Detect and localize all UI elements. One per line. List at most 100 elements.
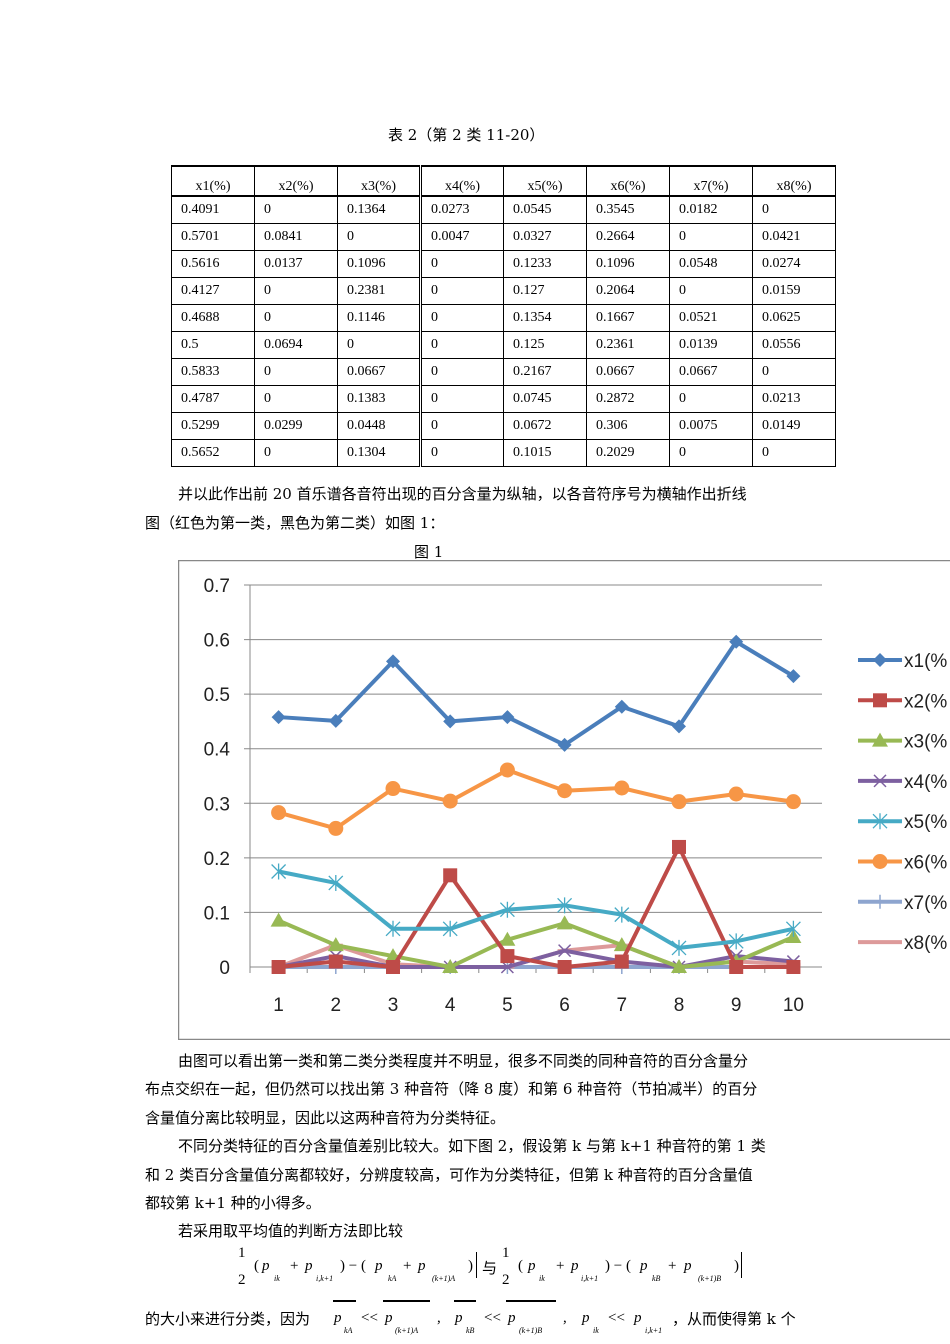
- table-cell: 0.0273: [420, 195, 504, 224]
- table-cell: 0: [420, 438, 504, 467]
- y-tick-label: 0.1: [204, 903, 230, 924]
- x-tick-label: 7: [617, 995, 628, 1016]
- legend-label: x3(%: [904, 732, 947, 753]
- data-point: [786, 669, 801, 684]
- data-point: [500, 710, 515, 725]
- table-cell: 0.1304: [337, 438, 422, 467]
- legend-item: x4(%: [858, 772, 947, 793]
- x-tick-label: 10: [783, 995, 804, 1016]
- formula-yu: 与: [482, 1259, 498, 1277]
- table-cell: 0.5616: [171, 249, 255, 278]
- data-point: [557, 897, 573, 914]
- table-cell: 0.0047: [420, 222, 504, 251]
- table-cell: 0.5701: [171, 222, 255, 251]
- data-point: [270, 912, 287, 927]
- x-tick-label: 9: [731, 995, 742, 1016]
- table-cell: 0.0182: [669, 195, 753, 224]
- table-cell: 0: [254, 384, 338, 413]
- series-line: [277, 918, 795, 969]
- data-point: [443, 714, 458, 729]
- table-cell: 0.0672: [503, 411, 587, 440]
- x-tick-label: 2: [331, 995, 342, 1016]
- legend-item: x5(%: [858, 812, 947, 833]
- table-cell: 0.4127: [171, 276, 255, 305]
- table-cell: 0.1354: [503, 303, 587, 332]
- data-point: [672, 719, 686, 734]
- intro-line-1: 并以此作出前 20 首乐谱各音符出现的百分含量为纵轴，以各音符序号为横轴作出折线: [178, 485, 747, 503]
- legend-item: x6(%: [858, 853, 947, 874]
- table-cell: 0: [752, 357, 836, 386]
- table-cell: 0.0137: [254, 249, 338, 278]
- table-cell: 0.0545: [503, 195, 587, 224]
- table-cell: 0: [752, 438, 836, 467]
- x-tick-label: 8: [674, 995, 685, 1016]
- x-tick-label: 5: [502, 995, 513, 1016]
- data-point: [556, 915, 573, 930]
- legend-marker: [873, 774, 887, 788]
- column-header: x4(%): [420, 165, 504, 197]
- legend-marker: [872, 732, 888, 747]
- table-cell: 0: [254, 357, 338, 386]
- data-point: [499, 762, 515, 778]
- data-point: [672, 839, 686, 854]
- table-cell: 0: [420, 249, 504, 278]
- data-point: [328, 874, 344, 891]
- y-tick-label: 0.6: [204, 631, 230, 652]
- table-cell: 0: [752, 195, 836, 224]
- table-cell: 0.4688: [171, 303, 255, 332]
- data-point: [271, 960, 286, 974]
- legend-label: x5(%: [904, 812, 947, 833]
- column-header: x3(%): [337, 165, 422, 197]
- table-cell: 0.0521: [669, 303, 753, 332]
- table-cell: 0.0421: [752, 222, 836, 251]
- data-point: [385, 920, 401, 937]
- table-cell: 0.2872: [586, 384, 670, 413]
- table-cell: 0.1667: [586, 303, 670, 332]
- table-cell: 0: [254, 276, 338, 305]
- series-line: [278, 948, 794, 969]
- data-point: [443, 868, 458, 883]
- legend-label: x1(%: [904, 651, 947, 672]
- table-cell: 0.0667: [337, 357, 422, 386]
- table-cell: 0.0448: [337, 411, 422, 440]
- legend-item: x1(%: [858, 651, 947, 672]
- data-point: [613, 937, 630, 952]
- legend-marker: [872, 813, 888, 830]
- body-p2-line1: 不同分类特征的百分含量值差别比较大。如下图 2，假设第 k 与第 k+1 种音符…: [178, 1137, 766, 1155]
- data-point: [785, 920, 801, 937]
- body-p3: 若采用取平均值的判断方法即比较: [178, 1222, 404, 1240]
- table-cell: 0.0556: [752, 330, 836, 359]
- table-row: 0.5701 0.0841 0 0.0047 0.0327 0.2664 0 0.0421: [171, 222, 836, 251]
- table-cell: 0.4787: [171, 384, 255, 413]
- table-cell: 0: [669, 222, 753, 251]
- data-point: [271, 710, 286, 725]
- y-tick-label: 0.3: [204, 794, 230, 815]
- table-cell: 0.5299: [171, 411, 255, 440]
- table-row: 0.4091 0 0.1364 0.0273 0.0545 0.3545 0.0182 0: [171, 195, 836, 224]
- column-header: x7(%): [669, 165, 753, 197]
- table-cell: 0.5652: [171, 438, 255, 467]
- y-tick-label: 0.4: [204, 740, 231, 761]
- table-cell: 0.2029: [586, 438, 670, 467]
- legend-label: x2(%: [904, 691, 947, 712]
- y-tick-label: 0.2: [204, 849, 230, 870]
- table-cell: 0.0745: [503, 384, 587, 413]
- body-p2-line2: 和 2 类百分含量值分离都较好，分辨度较高，可作为分类特征，但第 k 种音符的百…: [145, 1166, 753, 1184]
- table-row: 0.4787 0 0.1383 0 0.0745 0.2872 0 0.0213: [171, 384, 836, 413]
- legend-item: x8(%: [858, 933, 947, 954]
- data-point: [328, 820, 344, 836]
- table-cell: 0.0841: [254, 222, 338, 251]
- table-cell: 0: [420, 357, 504, 386]
- data-point: [729, 960, 744, 974]
- table-cell: 0.1364: [337, 195, 422, 224]
- data-point: [728, 786, 744, 802]
- intro-line-2: 图（红色为第一类，黑色为第二类）如图 1：: [145, 514, 445, 532]
- legend-item: x2(%: [858, 691, 947, 712]
- data-point: [271, 863, 287, 880]
- chart-frame: [178, 560, 950, 1040]
- table-row: 0.5299 0.0299 0.0448 0 0.0672 0.306 0.0075 0.01…: [171, 411, 836, 440]
- table-cell: 0: [420, 303, 504, 332]
- table-cell: 0.1096: [337, 249, 422, 278]
- table-cell: 0.2167: [503, 357, 587, 386]
- y-tick-label: 0.5: [204, 685, 230, 706]
